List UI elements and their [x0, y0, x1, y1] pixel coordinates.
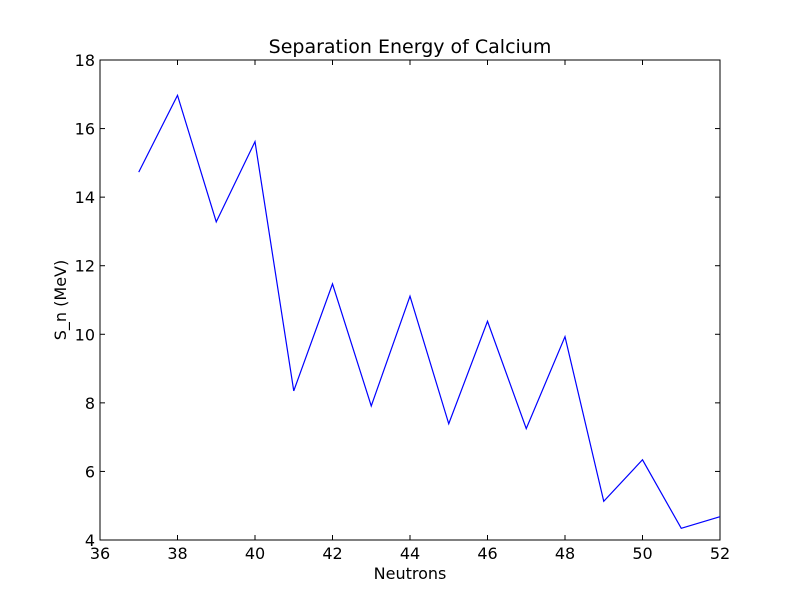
data-points	[139, 95, 720, 528]
y-tick-label: 18	[75, 51, 95, 70]
y-tick-label: 8	[85, 394, 95, 413]
x-tick-label: 48	[555, 544, 575, 563]
chart-title: Separation Energy of Calcium	[269, 36, 552, 58]
y-axis-label: S_n (MeV)	[51, 260, 71, 340]
x-tick-label: 50	[632, 544, 652, 563]
x-tick-label: 42	[322, 544, 342, 563]
x-tick-label: 52	[710, 544, 730, 563]
x-tick-label: 46	[477, 544, 497, 563]
x-tick-label: 36	[90, 544, 110, 563]
x-tick-label: 40	[245, 544, 265, 563]
y-axis-ticks: 4 6 8 10 12 14 16 18	[75, 51, 720, 550]
y-tick-label: 14	[75, 188, 95, 207]
y-tick-label: 10	[75, 325, 95, 344]
y-tick-label: 4	[85, 531, 95, 550]
y-tick-label: 6	[85, 462, 95, 481]
x-axis-ticks: 36 38 40 42 44 46 48 50 52	[90, 60, 730, 563]
series-line	[138, 93, 721, 530]
plot-frame	[99, 59, 721, 541]
y-tick-label: 12	[75, 257, 95, 276]
y-tick-label: 16	[75, 120, 95, 139]
x-tick-label: 38	[167, 544, 187, 563]
x-tick-label: 44	[400, 544, 420, 563]
x-axis-label: Neutrons	[374, 564, 447, 583]
